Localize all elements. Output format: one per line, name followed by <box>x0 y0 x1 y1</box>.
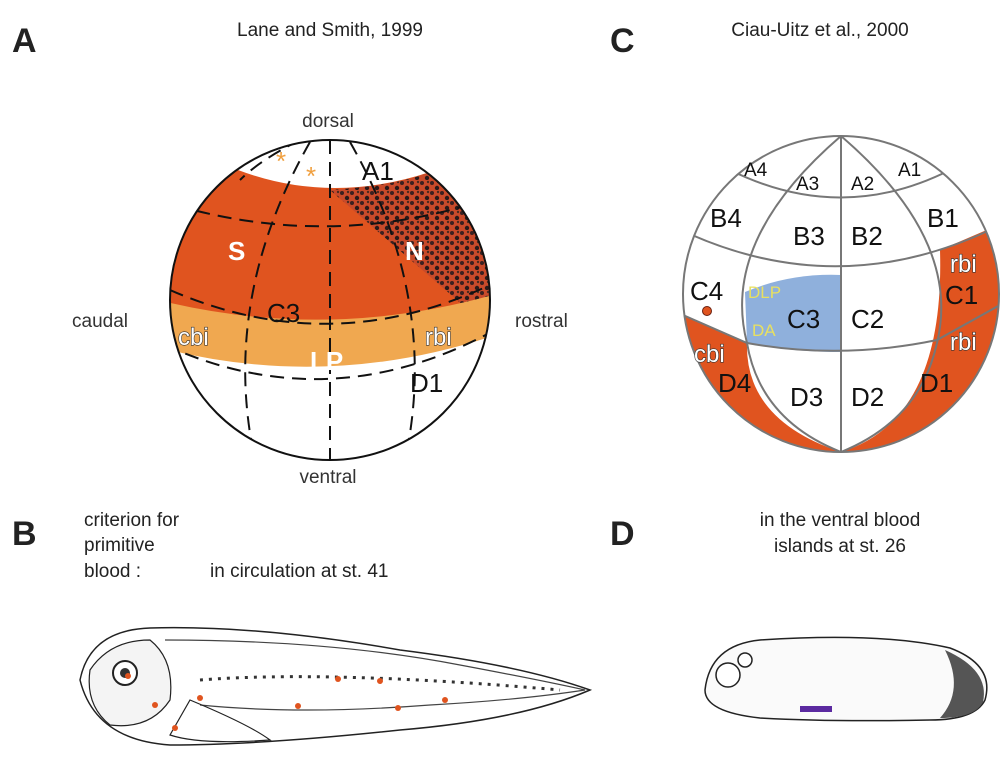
label-c3-c: C3 <box>787 304 820 334</box>
label-d1-c: D1 <box>920 368 953 398</box>
label-a2: A2 <box>851 174 874 195</box>
tadpole-st41-drawing <box>79 626 593 746</box>
label-caudal: caudal <box>72 311 128 332</box>
criterion-line-2: primitive <box>84 535 155 556</box>
label-da: DA <box>752 321 776 340</box>
asterisk-2: * <box>306 161 316 191</box>
label-b3: B3 <box>793 221 825 251</box>
red-dot-marker <box>702 306 712 316</box>
sphere-outline-a <box>169 139 491 461</box>
panel-letter-a: A <box>12 22 37 60</box>
label-b1: B1 <box>927 203 959 233</box>
tadpole-st26-drawing <box>704 636 988 722</box>
label-d4: D4 <box>718 368 751 398</box>
citation-ciau-uitz: Ciau-Uitz et al., 2000 <box>731 20 908 41</box>
label-d2: D2 <box>851 382 884 412</box>
caption-line-2: islands at st. 26 <box>774 536 906 557</box>
label-cbi-c: cbi <box>694 341 725 368</box>
panel-letter-d: D <box>610 515 635 553</box>
panel-letter-c: C <box>610 22 635 60</box>
panel-letter-b: B <box>12 515 37 553</box>
panel-b: B criterion for primitive blood : in cir… <box>12 510 593 746</box>
fate-map-sphere-a <box>170 140 490 460</box>
panel-c: C Ciau-Uitz et al., 2000 A4 A3 A2 A1 B4 … <box>610 20 1000 453</box>
label-c1: C1 <box>945 280 978 310</box>
panel-a: A Lane and Smith, 1999 dorsal ventral ca… <box>12 20 568 488</box>
label-rbi-c1: rbi <box>950 251 977 278</box>
panel-d: D in the ventral blood islands at st. 26 <box>610 510 988 722</box>
label-rostral: rostral <box>515 311 568 332</box>
label-rbi: rbi <box>425 324 452 351</box>
criterion-line-1: criterion for <box>84 510 180 531</box>
criterion-line-3: blood : <box>84 561 141 582</box>
label-c4: C4 <box>690 276 723 306</box>
label-a3: A3 <box>796 174 819 195</box>
label-rbi-d1: rbi <box>950 329 977 356</box>
label-ventral: ventral <box>299 467 356 488</box>
label-d3: D3 <box>790 382 823 412</box>
label-dlp: DLP <box>748 283 781 302</box>
label-b2: B2 <box>851 221 883 251</box>
label-a1: A1 <box>362 156 394 186</box>
label-s: S <box>228 236 245 266</box>
label-cbi: cbi <box>178 324 209 351</box>
region-c3-blue <box>745 274 841 352</box>
citation-lane-smith: Lane and Smith, 1999 <box>237 20 423 41</box>
label-lp: LP <box>310 346 343 376</box>
label-dorsal: dorsal <box>302 111 354 132</box>
criterion-text: in circulation at st. 41 <box>210 561 388 582</box>
asterisk-1: * <box>276 146 286 176</box>
label-d1: D1 <box>410 368 443 398</box>
label-a4: A4 <box>744 160 768 181</box>
label-c2: C2 <box>851 304 884 334</box>
sphere-outline-c <box>682 135 1000 453</box>
label-c3: C3 <box>267 298 300 328</box>
blood-cell-dots <box>125 673 448 731</box>
caption-line-1: in the ventral blood <box>760 510 921 531</box>
label-n: N <box>405 236 424 266</box>
label-a1-c: A1 <box>898 160 921 181</box>
label-b4: B4 <box>710 203 742 233</box>
